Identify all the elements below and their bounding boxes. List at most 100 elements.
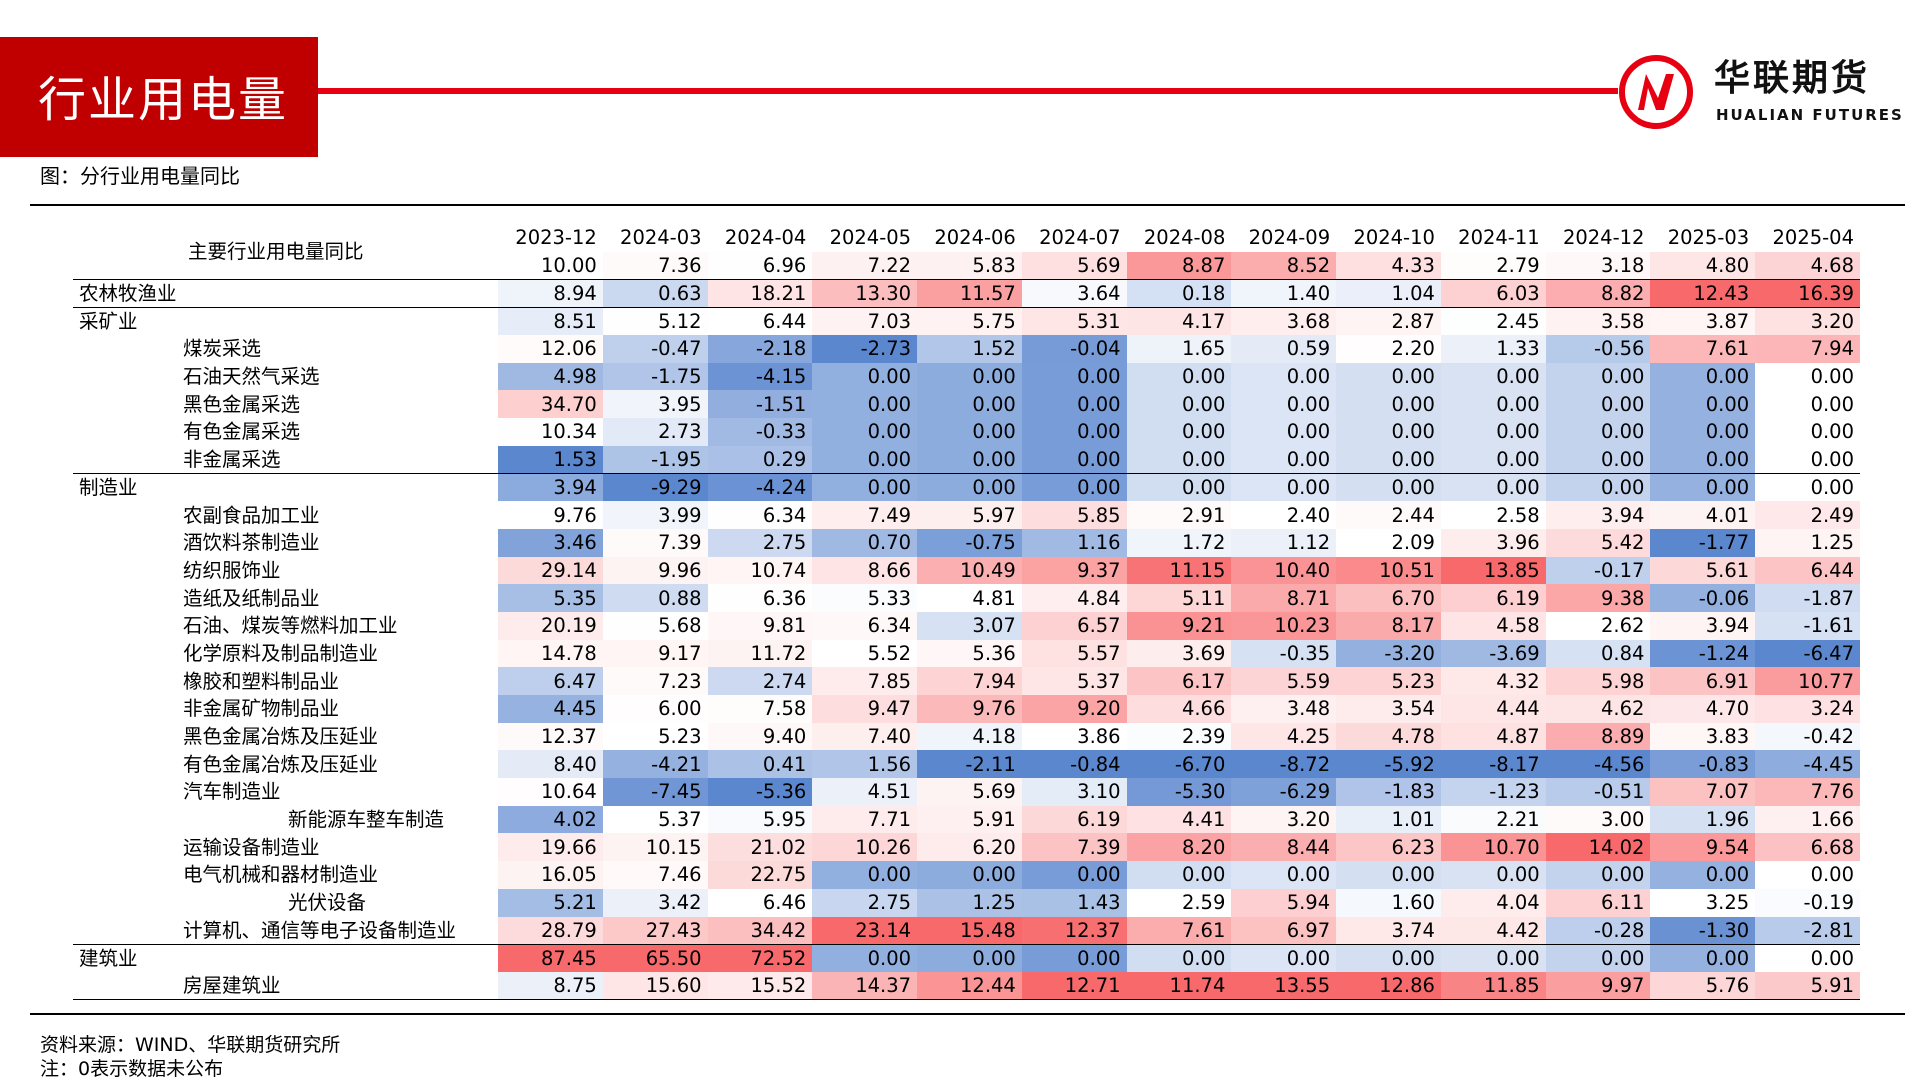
value-cell: 0.00	[1440, 362, 1546, 391]
value-cell: 4.87	[1440, 722, 1546, 751]
row-label: 电气机械和器材制造业	[183, 863, 379, 887]
row-label: 计算机、通信等电子设备制造业	[183, 918, 457, 942]
value-cell: 6.96	[707, 251, 813, 280]
value-cell: 13.30	[812, 278, 918, 308]
value-cell: 9.20	[1021, 695, 1127, 723]
value-cell: 7.76	[1755, 778, 1860, 806]
value-cell: 5.69	[917, 778, 1022, 806]
value-cell: 5.42	[1545, 528, 1651, 557]
value-cell: 0.00	[812, 473, 918, 502]
row-label: 煤炭采选	[183, 337, 262, 361]
value-cell: 12.37	[498, 722, 603, 751]
value-cell: 8.82	[1545, 278, 1651, 308]
value-cell: 5.23	[1336, 667, 1441, 695]
value-cell: -6.47	[1755, 639, 1860, 668]
value-cell: 10.64	[498, 778, 603, 806]
table-row: 非金属采选 1.53 -1.95 0.29 0.00 0.00 0.00 0.00 0.00 0.…	[73, 445, 1860, 474]
table-row: 采矿业 8.51 5.12 6.44 7.03 5.75 5.31 4.17 3.68 2.87 2…	[73, 306, 1860, 336]
column-header: 2024-09	[1248, 226, 1331, 250]
value-cell: 3.96	[1440, 528, 1546, 557]
page-title: 行业用电量	[38, 72, 289, 128]
row-label: 非金属矿物制品业	[183, 697, 340, 721]
value-cell: 0.00	[917, 445, 1022, 474]
value-cell: 0.00	[1545, 943, 1651, 972]
value-cell: 7.49	[812, 501, 918, 529]
value-cell: 12.43	[1650, 278, 1756, 308]
value-cell: 0.00	[1021, 362, 1127, 391]
value-cell: 0.00	[1650, 861, 1756, 889]
column-header: 2024-05	[829, 226, 912, 250]
value-cell: 0.00	[1231, 943, 1337, 972]
table-title: 主要行业用电量同比	[188, 239, 364, 263]
value-cell: 0.00	[1545, 861, 1651, 889]
value-cell: 6.34	[812, 611, 918, 640]
value-cell: 0.00	[1650, 445, 1756, 474]
value-cell: -1.77	[1650, 528, 1756, 557]
header-row: 主要行业用电量同比 2023-12 2024-03 2024-04 2024-05 20…	[73, 224, 1860, 263]
row-label: 有色金属采选	[183, 420, 301, 444]
value-cell: -2.81	[1755, 916, 1860, 945]
value-cell: 6.70	[1336, 584, 1441, 612]
value-cell: -2.18	[707, 335, 813, 363]
value-cell: 0.00	[1231, 390, 1337, 419]
value-cell: 6.23	[1336, 833, 1441, 862]
value-cell: 1.04	[1336, 278, 1441, 308]
value-cell: 7.39	[602, 528, 708, 557]
value-cell: 0.00	[917, 362, 1022, 391]
value-cell: 0.00	[1126, 943, 1232, 972]
value-cell: 12.44	[917, 971, 1022, 1001]
value-cell: -1.24	[1650, 639, 1756, 668]
value-cell: 4.25	[1231, 722, 1337, 751]
value-cell: 3.74	[1336, 916, 1441, 945]
value-cell: 4.44	[1440, 695, 1546, 723]
value-cell: -0.51	[1545, 778, 1651, 806]
value-cell: 5.61	[1650, 556, 1756, 585]
value-cell: -8.17	[1440, 750, 1546, 779]
heatmap-table: 主要行业用电量同比 2023-12 2024-03 2024-04 2024-05 20…	[73, 224, 1860, 1001]
value-cell: -3.69	[1440, 639, 1546, 668]
value-cell: 10.00	[498, 251, 603, 280]
value-cell: 0.00	[812, 445, 918, 474]
value-cell: 3.20	[1231, 805, 1337, 834]
value-cell: 6.20	[917, 833, 1022, 862]
value-cell: -0.84	[1021, 750, 1127, 779]
value-cell: 6.57	[1021, 611, 1127, 640]
value-cell: 1.60	[1336, 888, 1441, 917]
total-row: 10.00 7.36 6.96 7.22 5.83 5.69 8.87 8.52 4.33 2.7…	[73, 251, 1860, 280]
value-cell: 0.84	[1545, 639, 1651, 668]
value-cell: 16.05	[498, 861, 603, 889]
title-divider	[318, 88, 1618, 94]
value-cell: 7.58	[707, 695, 813, 723]
row-label: 石油天然气采选	[183, 365, 320, 389]
value-cell: 34.42	[707, 916, 813, 945]
value-cell: 8.94	[498, 278, 603, 308]
value-cell: 2.75	[707, 528, 813, 557]
value-cell: 4.33	[1336, 251, 1441, 280]
row-label: 房屋建筑业	[73, 971, 498, 1001]
value-cell: 4.80	[1650, 251, 1756, 280]
row-label: 酒饮料茶制造业	[183, 531, 320, 555]
table-row: 造纸及纸制品业 5.35 0.88 6.36 5.33 4.81 4.84 5.11 8.71 6…	[73, 584, 1860, 612]
value-cell: 0.00	[1755, 943, 1860, 972]
table-row: 农副食品加工业 9.76 3.99 6.34 7.49 5.97 5.85 2.91 2.40 2…	[73, 501, 1860, 529]
row-label: 纺织服饰业	[183, 558, 281, 582]
value-cell: 0.00	[1755, 473, 1860, 502]
value-cell: 87.45	[498, 943, 603, 972]
title-banner	[0, 37, 318, 157]
value-cell: 7.03	[812, 306, 918, 336]
value-cell: 3.25	[1650, 888, 1756, 917]
value-cell: -0.17	[1545, 556, 1651, 585]
value-cell: 5.37	[1021, 667, 1127, 695]
value-cell: 3.46	[498, 528, 603, 557]
value-cell: 3.10	[1021, 778, 1127, 806]
value-cell: 2.58	[1440, 501, 1546, 529]
value-cell: 8.89	[1545, 722, 1651, 751]
value-cell: -5.92	[1336, 750, 1441, 779]
value-cell: -6.70	[1126, 750, 1232, 779]
table-row: 有色金属冶炼及压延业 8.40 -4.21 0.41 1.56 -2.11 -0.84 -6.…	[73, 750, 1860, 779]
value-cell: -1.87	[1755, 584, 1860, 612]
value-cell: 5.35	[498, 584, 603, 612]
value-cell: -4.56	[1545, 750, 1651, 779]
value-cell: 12.06	[498, 335, 603, 363]
value-cell: 10.15	[602, 833, 708, 862]
